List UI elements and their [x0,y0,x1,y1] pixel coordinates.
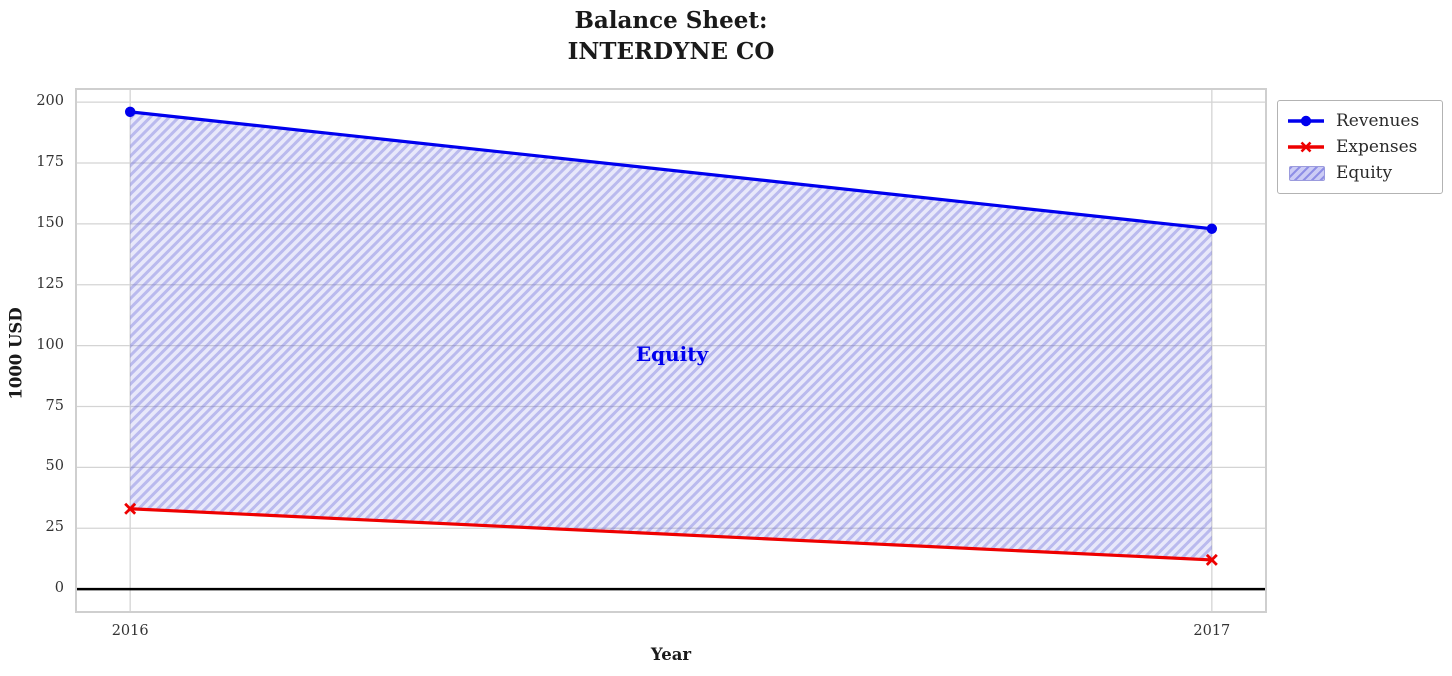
legend-item-expenses: Expenses [1287,134,1433,160]
y-tick-label: 200 [36,93,64,110]
legend-label-revenues: Revenues [1336,111,1420,131]
chart-title-line2: INTERDYNE CO [567,38,775,65]
plot-border [75,88,1267,613]
expenses-marker [124,502,137,515]
revenues-marker [1206,223,1218,234]
chart-title: Balance Sheet: INTERDYNE CO [75,5,1267,67]
revenues-marker [124,106,136,118]
x-axis-label: Year [650,645,692,664]
expenses-marker [1205,553,1218,566]
x-tick-label: 2017 [1193,623,1231,639]
expenses-line-swatch-icon [1287,139,1325,155]
y-tick-label: 100 [36,336,64,353]
revenues-line-swatch-icon [1287,113,1325,129]
equity-annotation: Equity [635,342,709,366]
y-tick-label: 150 [36,214,64,231]
legend-label-expenses: Expenses [1336,137,1418,157]
x-tick-label: 2016 [111,623,149,639]
plot-area: Equity [75,88,1267,613]
y-tick-label: 25 [45,519,64,536]
y-tick-labels: 0 25 50 75 100 125 150 175 200 [0,0,64,676]
y-tick-label: 75 [45,397,64,414]
revenues-line [129,110,1213,231]
y-tick-label: 0 [54,580,64,597]
expenses-line [130,507,1212,562]
legend-item-revenues: Revenues [1287,108,1433,134]
chart-title-line1: Balance Sheet: [574,7,768,34]
legend-label-equity: Equity [1336,163,1393,183]
equity-hatch-area [130,111,1212,560]
equity-hatch-swatch-icon [1287,165,1325,181]
legend-item-equity: Equity [1287,160,1433,186]
y-tick-label: 50 [45,458,64,475]
y-tick-label: 125 [36,275,64,292]
legend: Revenues Expenses Equity [1277,100,1443,194]
y-tick-label: 175 [36,154,64,170]
chart-canvas [75,88,1267,613]
